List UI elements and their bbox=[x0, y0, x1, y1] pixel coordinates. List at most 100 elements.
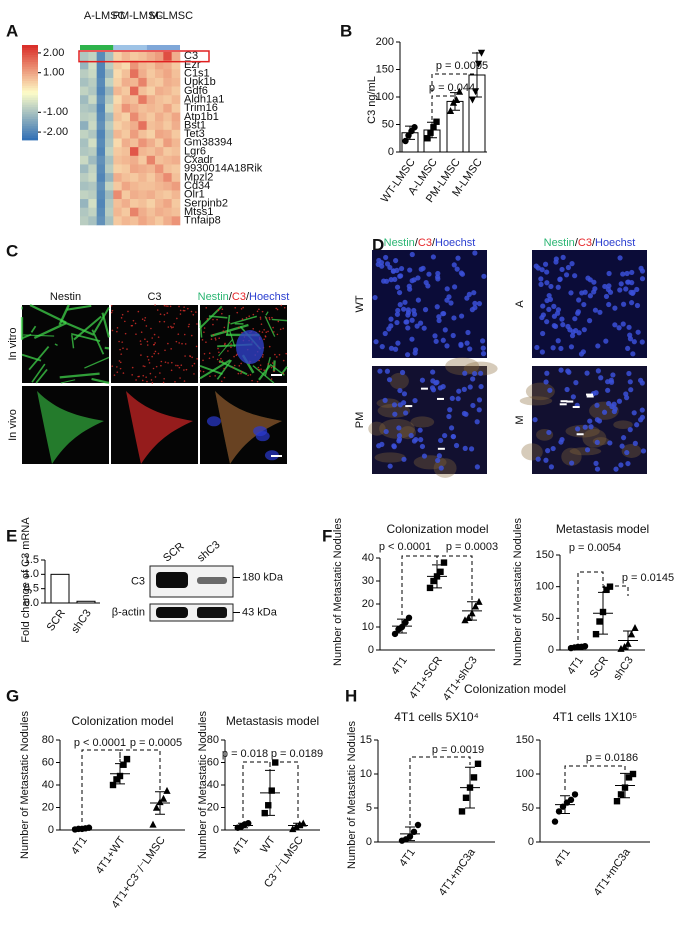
point bbox=[292, 822, 300, 830]
point bbox=[617, 791, 625, 798]
heat-cell bbox=[121, 112, 131, 122]
p-value: p = 0.018 bbox=[222, 748, 268, 760]
stain-part: Nestin bbox=[384, 237, 415, 249]
heat-cell bbox=[96, 86, 106, 96]
colorbar-step bbox=[22, 47, 38, 51]
heat-cell bbox=[113, 60, 122, 70]
colorbar-step bbox=[22, 123, 38, 127]
nucleus bbox=[598, 375, 604, 381]
nucleus bbox=[611, 401, 617, 407]
colorbar-step bbox=[22, 128, 38, 131]
significance-bracket bbox=[564, 765, 626, 790]
nucleus bbox=[606, 270, 612, 277]
heat-cell bbox=[113, 52, 122, 61]
nucleus bbox=[403, 410, 409, 416]
puncta bbox=[174, 380, 176, 383]
row-label: Mtss1 bbox=[184, 206, 213, 218]
puncta bbox=[189, 355, 191, 357]
puncta bbox=[166, 312, 169, 314]
nucleus bbox=[382, 330, 388, 337]
puncta bbox=[178, 366, 181, 369]
point bbox=[468, 609, 476, 617]
heat-cell bbox=[88, 69, 97, 79]
heat-cell bbox=[113, 216, 122, 226]
nucleus bbox=[376, 257, 382, 264]
point bbox=[631, 624, 639, 632]
puncta bbox=[258, 330, 261, 333]
stain-part: Nestin bbox=[198, 291, 229, 303]
point bbox=[581, 643, 589, 650]
nucleus bbox=[472, 250, 478, 256]
x-tick-label: SCR bbox=[588, 654, 611, 680]
nucleus bbox=[597, 309, 603, 315]
stain-label: Nestin/C3/Hoechst bbox=[544, 237, 636, 249]
nucleus bbox=[548, 464, 555, 470]
nucleus bbox=[456, 388, 462, 394]
heat-cell bbox=[121, 173, 131, 183]
heat-cell bbox=[130, 103, 139, 113]
heat-cell bbox=[96, 103, 106, 113]
nucleus bbox=[462, 445, 468, 451]
nucleus bbox=[572, 316, 578, 322]
puncta bbox=[144, 316, 147, 319]
y-axis-label: Number of Metastatic Nodules bbox=[346, 721, 358, 869]
puncta bbox=[183, 309, 186, 312]
nucleus bbox=[545, 448, 551, 454]
puncta bbox=[214, 375, 216, 377]
heat-cell bbox=[88, 173, 97, 183]
y-tick-label: 5 bbox=[366, 802, 372, 814]
puncta bbox=[280, 304, 283, 307]
heat-cell bbox=[80, 155, 89, 165]
heat-cell bbox=[96, 69, 106, 79]
puncta bbox=[193, 362, 196, 365]
fiber bbox=[59, 372, 100, 379]
colorbar-step bbox=[22, 130, 38, 134]
puncta bbox=[282, 372, 285, 374]
puncta bbox=[195, 345, 198, 348]
puncta bbox=[146, 380, 148, 383]
size-label: 43 kDa bbox=[242, 606, 278, 618]
nucleus bbox=[411, 438, 418, 444]
point bbox=[430, 124, 437, 131]
heat-cell bbox=[105, 52, 114, 61]
puncta bbox=[153, 352, 156, 355]
stain-part: / bbox=[432, 237, 436, 249]
puncta bbox=[170, 326, 173, 329]
puncta bbox=[223, 326, 226, 329]
nucleus bbox=[472, 305, 478, 311]
nucleus bbox=[639, 407, 645, 413]
heat-cell bbox=[155, 121, 164, 131]
heat-cell bbox=[130, 86, 139, 96]
heat-cell bbox=[96, 60, 106, 70]
heat-cell bbox=[105, 155, 114, 165]
heat-cell bbox=[146, 121, 156, 131]
puncta bbox=[251, 379, 253, 382]
heat-cell bbox=[96, 164, 106, 174]
x-tick-label: WT bbox=[258, 834, 278, 855]
puncta bbox=[152, 367, 155, 370]
puncta bbox=[217, 347, 219, 350]
heat-cell bbox=[171, 121, 181, 131]
puncta bbox=[190, 334, 193, 337]
nucleus bbox=[640, 448, 647, 454]
colorbar-step bbox=[22, 78, 38, 82]
nucleus bbox=[405, 325, 411, 331]
puncta bbox=[240, 370, 243, 373]
point bbox=[592, 630, 600, 638]
heat-cell bbox=[105, 138, 114, 148]
stain-part: C3 bbox=[578, 237, 592, 249]
puncta bbox=[256, 310, 259, 313]
nucleus bbox=[476, 397, 483, 403]
puncta bbox=[263, 329, 265, 331]
row-label: Gm38394 bbox=[184, 137, 232, 149]
point bbox=[398, 623, 406, 631]
puncta bbox=[230, 343, 232, 345]
fiber bbox=[91, 329, 105, 355]
puncta bbox=[223, 367, 225, 370]
puncta bbox=[126, 348, 128, 350]
heat-cell bbox=[113, 121, 122, 131]
heat-cell bbox=[96, 121, 106, 131]
heat-cell bbox=[130, 69, 139, 79]
nucleus bbox=[409, 336, 415, 342]
heat-cell bbox=[105, 95, 114, 105]
